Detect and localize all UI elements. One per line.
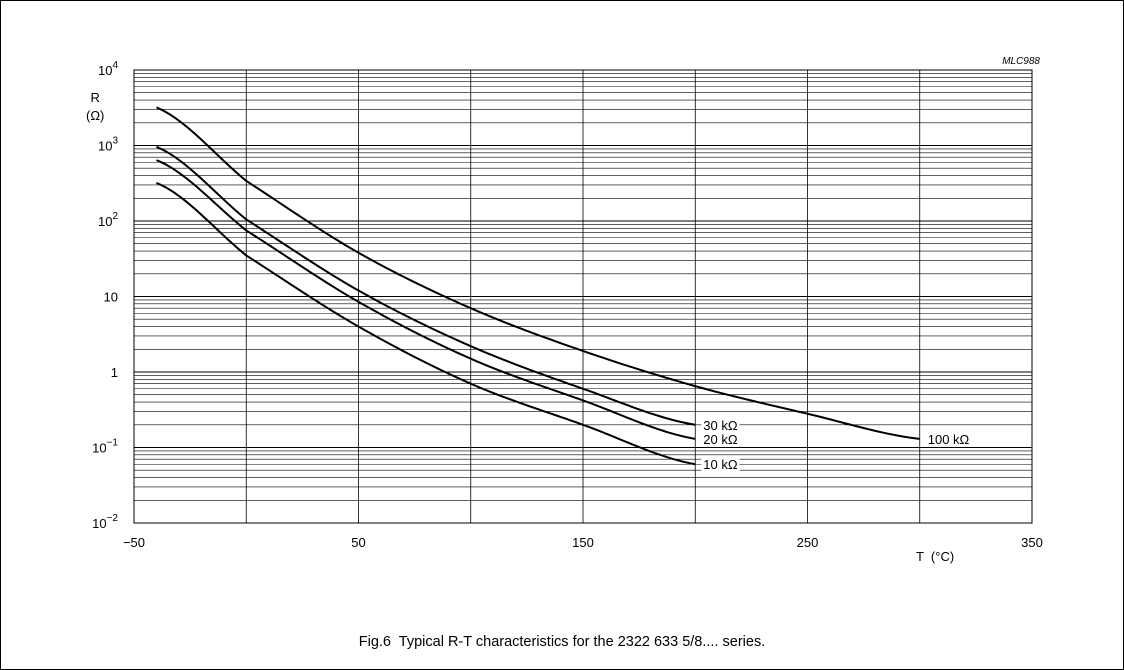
series-label-bg <box>925 431 972 447</box>
y-tick-label: 104 <box>98 60 118 78</box>
series-line <box>156 145 696 426</box>
x-tick-labels: −50 50 150 250 350 <box>123 535 1043 550</box>
series-line <box>156 181 696 466</box>
y-tick-label: 10−2 <box>92 513 118 531</box>
figure-id: MLC988 <box>1002 56 1040 67</box>
figure-caption: Fig.6 Typical R-T characteristics for th… <box>0 634 1124 650</box>
caption-text: Fig.6 Typical R-T characteristics for th… <box>358 634 766 650</box>
x-tick-label: 50 <box>351 535 365 550</box>
series-label-bg <box>701 457 740 473</box>
y-tick-label: 10−1 <box>92 438 118 456</box>
series-label: 10 kΩ <box>703 457 738 472</box>
series-label-bg <box>701 417 740 433</box>
series-label: 100 kΩ <box>928 432 970 447</box>
y-tick-labels: 10−2 10−1 1 10 102 103 104 <box>92 60 118 531</box>
series-label-bg <box>701 431 740 447</box>
y-tick-label: 103 <box>98 136 118 154</box>
plot-area <box>133 69 1033 524</box>
x-tick-label: 250 <box>797 535 819 550</box>
series-line <box>156 159 696 440</box>
x-tick-label: 350 <box>1021 535 1043 550</box>
y-axis-label: R (Ω) <box>86 89 104 125</box>
series-label: 30 kΩ <box>703 418 738 433</box>
series-lines <box>156 106 920 466</box>
y-axis-label-text: R (Ω) <box>86 90 105 123</box>
series-label: 20 kΩ <box>703 432 738 447</box>
x-axis-label: T (°C) <box>916 549 955 564</box>
y-tick-label: 1 <box>111 365 118 380</box>
series-line <box>156 106 920 440</box>
x-tick-label: −50 <box>123 535 145 550</box>
y-tick-label: 102 <box>98 211 118 229</box>
y-tick-label: 10 <box>104 290 118 305</box>
x-tick-label: 150 <box>572 535 594 550</box>
